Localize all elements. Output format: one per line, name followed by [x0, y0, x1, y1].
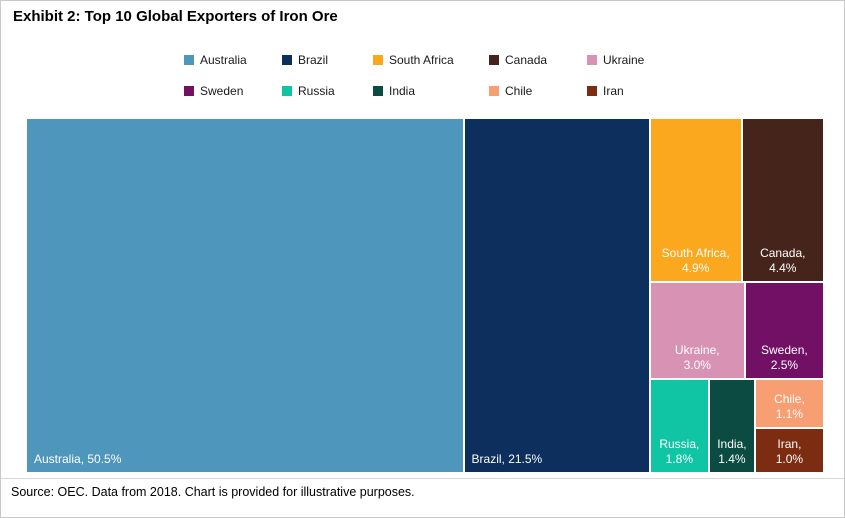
legend-row: Australia Brazil South Africa Canada Ukraine [184, 53, 644, 67]
chart-legend: Australia Brazil South Africa Canada Ukraine… [184, 53, 644, 115]
treemap-tile-south-africa: South Africa, 4.9% [649, 118, 742, 283]
legend-swatch-icon [373, 55, 383, 65]
legend-label: South Africa [389, 53, 454, 67]
legend-row: Sweden Russia India Chile Iran [184, 84, 644, 98]
legend-swatch-icon [282, 55, 292, 65]
treemap-tile-russia: Russia, 1.8% [649, 379, 709, 473]
treemap-tile-canada: Canada, 4.4% [741, 118, 824, 283]
legend-item-india: India [373, 84, 489, 98]
legend-item-russia: Russia [282, 84, 373, 98]
treemap-tile-label: Australia, 50.5% [34, 452, 122, 466]
treemap-tile-label: Sweden, 2.5% [761, 343, 808, 373]
footer-divider [1, 478, 844, 479]
legend-label: Ukraine [603, 53, 645, 67]
treemap-chart: Australia, 50.5% Brazil, 21.5% South Afric… [26, 118, 824, 473]
legend-label: Australia [200, 53, 247, 67]
legend-label: Canada [505, 53, 548, 67]
legend-swatch-icon [587, 86, 597, 96]
legend-item-brazil: Brazil [282, 53, 373, 67]
legend-swatch-icon [489, 86, 499, 96]
treemap-tile-chile: Chile, 1.1% [754, 379, 824, 429]
legend-swatch-icon [373, 86, 383, 96]
source-note: Source: OEC. Data from 2018. Chart is pr… [11, 485, 415, 499]
treemap-tile-brazil: Brazil, 21.5% [463, 118, 650, 473]
legend-item-sweden: Sweden [184, 84, 282, 98]
legend-swatch-icon [282, 86, 292, 96]
treemap-tile-label: Canada, 4.4% [760, 246, 806, 276]
treemap-tile-label: Russia, 1.8% [659, 436, 700, 466]
legend-label: Brazil [298, 53, 329, 67]
treemap-tile-india: India, 1.4% [708, 379, 755, 473]
legend-item-ukraine: Ukraine [587, 53, 644, 67]
treemap-tile-ukraine: Ukraine, 3.0% [649, 282, 745, 380]
legend-item-canada: Canada [489, 53, 587, 67]
chart-title: Exhibit 2: Top 10 Global Exporters of Ir… [13, 8, 338, 25]
legend-swatch-icon [587, 55, 597, 65]
treemap-tile-sweden: Sweden, 2.5% [744, 282, 824, 380]
legend-label: Iran [603, 84, 624, 98]
treemap-tile-label: Ukraine, 3.0% [674, 343, 720, 373]
legend-item-australia: Australia [184, 53, 282, 67]
treemap-tile-iran: Iran, 1.0% [754, 428, 824, 473]
legend-item-chile: Chile [489, 84, 587, 98]
legend-label: Sweden [200, 84, 244, 98]
legend-swatch-icon [184, 55, 194, 65]
treemap-tile-label: South Africa, 4.9% [661, 246, 730, 276]
legend-label: India [389, 84, 416, 98]
legend-swatch-icon [184, 86, 194, 96]
treemap-tile-label: Chile, 1.1% [774, 392, 805, 422]
legend-label: Russia [298, 84, 335, 98]
legend-item-south-africa: South Africa [373, 53, 489, 67]
treemap-tile-australia: Australia, 50.5% [26, 118, 464, 473]
treemap-tile-label: Iran, 1.0% [775, 436, 804, 466]
legend-item-iran: Iran [587, 84, 644, 98]
legend-swatch-icon [489, 55, 499, 65]
legend-label: Chile [505, 84, 533, 98]
treemap-tile-label: India, 1.4% [717, 436, 747, 466]
treemap-tile-label: Brazil, 21.5% [471, 452, 543, 466]
